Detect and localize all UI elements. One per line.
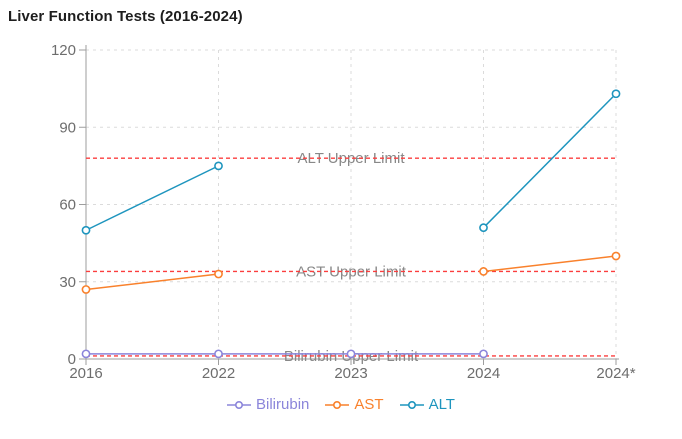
legend-item-ast[interactable]: AST (325, 396, 384, 413)
series-line-ast (85, 273, 219, 291)
series-ast (81, 251, 621, 294)
legend-label: ALT (428, 396, 455, 413)
alt-legend-marker-icon (399, 400, 424, 409)
point-ast-2022[interactable] (214, 269, 223, 279)
legend-item-bilirubin[interactable]: Bilirubin (227, 396, 309, 413)
point-bilirubin-2016[interactable] (81, 349, 91, 359)
y-tick-label: 120 (51, 42, 76, 59)
point-bilirubin-2022[interactable] (214, 349, 223, 359)
limit-lines (86, 157, 616, 357)
series-alt (81, 89, 621, 235)
x-tick-label: 2024* (596, 365, 635, 382)
chart-legend: Bilirubin AST ALT (0, 396, 682, 413)
gridlines (86, 49, 617, 359)
legend-item-alt[interactable]: ALT (399, 396, 455, 413)
y-tick-label: 60 (59, 197, 76, 214)
series-line-alt (85, 165, 219, 231)
x-tick-label: 2023 (334, 365, 367, 382)
y-tick-label: 90 (59, 119, 76, 136)
x-tick-label: 2024 (467, 365, 500, 382)
series-line-ast (483, 255, 617, 273)
point-alt-2024*[interactable] (611, 89, 621, 99)
x-tick-label: 2016 (69, 365, 102, 382)
x-tick-label: 2022 (202, 365, 235, 382)
bilirubin-legend-marker-icon (227, 400, 252, 409)
chart-canvas: 0 30 60 90 120 2016 2022 2023 2024 2024* ALT Upper… (51, 42, 636, 382)
legend-label: Bilirubin (256, 396, 310, 413)
ast-legend-marker-icon (325, 400, 350, 409)
point-alt-2024[interactable] (479, 223, 488, 233)
series-bilirubin (81, 349, 488, 359)
point-alt-2016[interactable] (81, 225, 91, 235)
legend-label: AST (354, 396, 384, 413)
point-bilirubin-2023[interactable] (346, 349, 356, 359)
axes: 0 30 60 90 120 2016 2022 2023 2024 2024* (51, 42, 636, 382)
point-ast-2024*[interactable] (611, 251, 621, 261)
chart-title: Liver Function Tests (2016-2024) (8, 8, 243, 25)
y-tick-label: 0 (68, 351, 76, 368)
series-line-alt (482, 93, 617, 229)
point-alt-2022[interactable] (214, 161, 223, 171)
y-tick-label: 30 (59, 274, 76, 291)
limit-label-alt-upper-limit: ALT Upper Limit (298, 150, 406, 167)
point-ast-2016[interactable] (81, 285, 91, 294)
limit-label-ast-upper-limit: AST Upper Limit (296, 263, 407, 280)
point-ast-2024[interactable] (479, 267, 488, 276)
point-bilirubin-2024[interactable] (479, 349, 488, 359)
